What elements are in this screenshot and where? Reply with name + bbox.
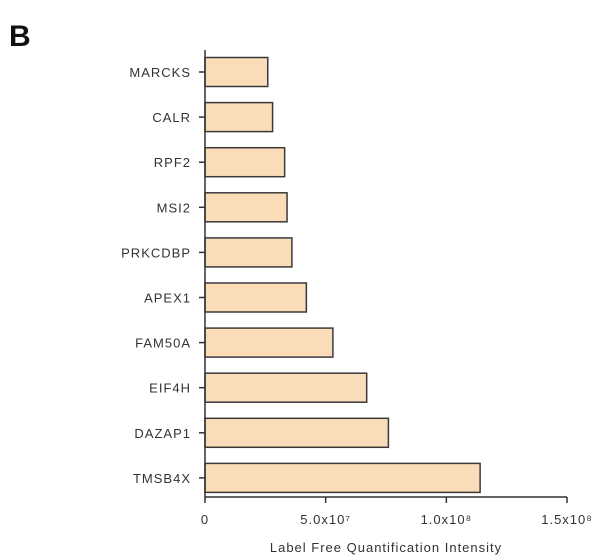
y-tick-label: TMSB4X [133, 471, 191, 486]
bar-msi2 [204, 192, 288, 223]
bar-eif4h [204, 372, 368, 403]
bar-apex1 [204, 282, 308, 313]
y-tick-label: MSI2 [157, 200, 191, 215]
bar-dazap1 [204, 417, 390, 449]
bar-prkcdbp [204, 237, 293, 268]
bar-marcks [204, 56, 269, 88]
bars-group [204, 56, 481, 494]
x-axis: 0 5.0x10⁷ 1.0x10⁸ 1.5x10⁸ [201, 496, 593, 527]
x-axis-title: Label Free Quantification Intensity [270, 540, 502, 555]
y-tick-label: FAM50A [135, 336, 191, 351]
y-tick-label: PRKCDBP [121, 245, 191, 260]
y-tick-label: APEX1 [144, 291, 191, 306]
x-tick-label: 1.0x10⁸ [421, 512, 473, 527]
bar-rpf2 [204, 146, 286, 178]
bar-fam50a [204, 327, 334, 358]
y-tick-label: MARCKS [129, 65, 191, 80]
bar-tmsb4x [204, 462, 481, 494]
x-tick-label: 5.0x10⁷ [300, 512, 351, 527]
y-tick-label: DAZAP1 [134, 426, 191, 441]
y-tick-label: CALR [152, 110, 191, 125]
y-tick-label: EIF4H [149, 381, 191, 396]
x-tick-label: 1.5x10⁸ [541, 512, 593, 527]
y-axis: MARCKS CALR RPF2 MSI2 PRKCDBP APEX1 FAM50A EIF4… [121, 50, 206, 497]
bar-calr [204, 101, 274, 133]
panel-label: B [9, 20, 31, 53]
y-tick-label: RPF2 [154, 155, 191, 170]
x-tick-label: 0 [201, 512, 209, 527]
